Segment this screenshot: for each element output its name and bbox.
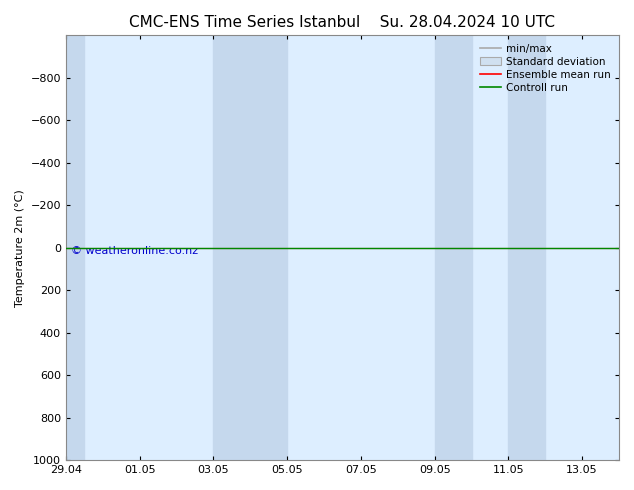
Legend: min/max, Standard deviation, Ensemble mean run, Controll run: min/max, Standard deviation, Ensemble me… (477, 41, 614, 96)
Y-axis label: Temperature 2m (°C): Temperature 2m (°C) (15, 189, 25, 307)
Bar (66, 35, 84, 460)
Bar (250, 35, 287, 460)
Bar (435, 35, 472, 460)
Bar (214, 35, 250, 460)
Bar (508, 35, 545, 460)
Text: © weatheronline.co.nz: © weatheronline.co.nz (72, 246, 198, 256)
Title: CMC-ENS Time Series Istanbul    Su. 28.04.2024 10 UTC: CMC-ENS Time Series Istanbul Su. 28.04.2… (129, 15, 555, 30)
